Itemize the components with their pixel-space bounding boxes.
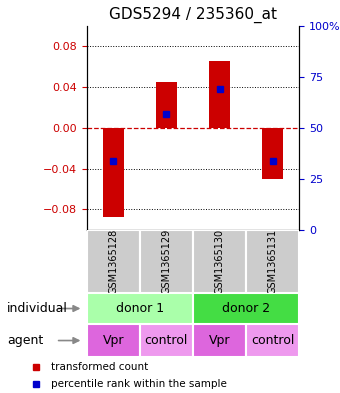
Text: control: control xyxy=(251,334,294,347)
Text: GSM1365131: GSM1365131 xyxy=(268,229,278,294)
Bar xyxy=(209,61,230,128)
Bar xyxy=(87,230,140,293)
Text: individual: individual xyxy=(7,302,68,315)
Bar xyxy=(246,230,299,293)
Text: donor 1: donor 1 xyxy=(116,302,164,315)
Bar xyxy=(262,128,283,179)
Text: GSM1365130: GSM1365130 xyxy=(215,229,224,294)
Bar xyxy=(103,128,124,217)
Text: transformed count: transformed count xyxy=(51,362,149,372)
Bar xyxy=(87,324,140,357)
Bar xyxy=(193,324,246,357)
Bar xyxy=(140,324,193,357)
Text: donor 2: donor 2 xyxy=(222,302,270,315)
Text: Vpr: Vpr xyxy=(103,334,124,347)
Text: GSM1365129: GSM1365129 xyxy=(162,229,171,294)
Text: GSM1365128: GSM1365128 xyxy=(108,229,118,294)
Bar xyxy=(193,230,246,293)
Title: GDS5294 / 235360_at: GDS5294 / 235360_at xyxy=(109,7,277,23)
Bar xyxy=(140,230,193,293)
Text: control: control xyxy=(145,334,188,347)
Text: agent: agent xyxy=(7,334,43,347)
Text: percentile rank within the sample: percentile rank within the sample xyxy=(51,379,227,389)
Bar xyxy=(87,293,193,324)
Bar xyxy=(246,324,299,357)
Text: Vpr: Vpr xyxy=(209,334,230,347)
Bar xyxy=(193,293,299,324)
Bar xyxy=(156,82,177,128)
